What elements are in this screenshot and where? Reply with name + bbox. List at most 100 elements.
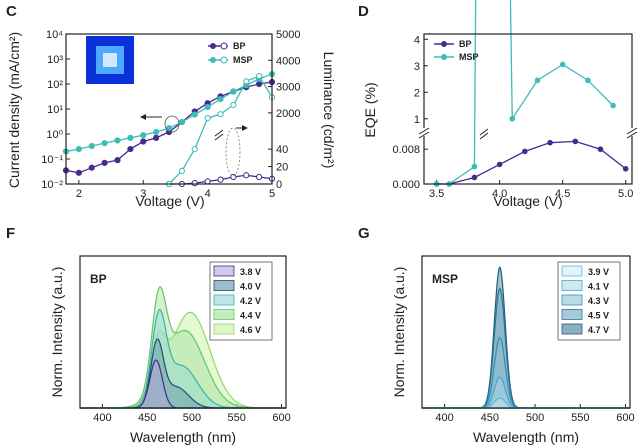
inset-photo-center bbox=[103, 53, 117, 67]
point-bp-current bbox=[114, 157, 121, 164]
y-tick-label-d: 0.008 bbox=[392, 144, 420, 156]
point-msp-luminance bbox=[230, 101, 237, 109]
point-eqe-bp bbox=[471, 174, 478, 181]
y-tick-right-label-c: 40 bbox=[276, 144, 288, 156]
plot-frame-c bbox=[65, 33, 273, 185]
legend-c: BP MSP bbox=[208, 41, 253, 65]
point-eqe-msp bbox=[534, 77, 541, 84]
xlabel-f: Wavelength (nm) bbox=[130, 429, 236, 445]
legend-swatch bbox=[213, 309, 235, 320]
y-tick-left-label-c: 10³ bbox=[47, 54, 63, 66]
series-line-eqe-msp bbox=[436, 0, 614, 185]
ylabel-right-c: Luminance (cd/m²) bbox=[321, 52, 337, 169]
point-eqe-bp bbox=[522, 148, 528, 155]
sample-label-bp: BP bbox=[90, 272, 107, 286]
x-tick-label-c: 4 bbox=[205, 188, 211, 200]
x-tick-label-d: 5.0 bbox=[618, 188, 633, 200]
point-msp-current bbox=[140, 132, 147, 139]
y-tick-left-label-c: 10² bbox=[47, 79, 63, 91]
x-tick-label-c: 5 bbox=[269, 188, 275, 200]
point-msp-luminance bbox=[191, 145, 198, 153]
legend-marker-msp-open bbox=[220, 56, 228, 64]
x-tick-label-g: 450 bbox=[481, 412, 499, 424]
point-eqe-bp bbox=[622, 165, 629, 172]
legend-label: 4.7 V bbox=[588, 325, 609, 335]
point-msp-luminance bbox=[217, 111, 224, 118]
xlabel-c: Voltage (V) bbox=[135, 193, 204, 209]
spectrum-4.3v bbox=[422, 336, 630, 409]
legend-swatch bbox=[561, 294, 583, 306]
sample-label-msp: MSP bbox=[432, 272, 458, 286]
series-line-msp-current bbox=[65, 73, 273, 153]
y-tick-left-label-c: 10⁴ bbox=[46, 29, 63, 41]
legend-label-msp-d: MSP bbox=[459, 52, 479, 62]
point-eqe-msp bbox=[559, 61, 566, 68]
legend-label: 4.3 V bbox=[588, 296, 609, 306]
point-bp-current bbox=[75, 169, 82, 176]
legend-swatch bbox=[213, 294, 235, 306]
legend-marker-msp-d bbox=[441, 54, 447, 60]
x-tick-label-f: 450 bbox=[138, 412, 156, 424]
arrow-left-head bbox=[140, 114, 146, 120]
y-tick-left-label-c: 10⁻² bbox=[41, 179, 63, 191]
legend-label: 4.4 V bbox=[240, 311, 261, 321]
legend-label-bp-d: BP bbox=[459, 39, 472, 49]
legend-f: 3.8 V 4.0 V 4.2 V 4.4 V 4.6 V bbox=[213, 265, 261, 335]
series-line-msp-luminance bbox=[168, 75, 273, 185]
y-tick-label-d: 4 bbox=[414, 34, 420, 46]
legend-swatch bbox=[561, 280, 583, 291]
x-tick-label-f: 500 bbox=[183, 412, 201, 424]
point-msp-current bbox=[75, 145, 82, 153]
y-tick-left-label-c: 10⁻¹ bbox=[41, 154, 63, 166]
legend-label: 4.2 V bbox=[240, 296, 261, 306]
panel-label-f: F bbox=[6, 225, 15, 242]
ylabel-d: EQE (%) bbox=[362, 82, 378, 137]
ylabel-g: Norm. Intensity (a.u.) bbox=[391, 267, 407, 398]
point-eqe-bp bbox=[597, 146, 604, 153]
point-eqe-msp bbox=[471, 163, 478, 170]
legend-label: 4.0 V bbox=[240, 282, 261, 292]
series-line-eqe-bp bbox=[436, 140, 627, 185]
y-tick-left-label-c: 10⁰ bbox=[46, 129, 63, 141]
plot-frame-f bbox=[79, 255, 287, 409]
y-tick-right-label-c: 2000 bbox=[276, 108, 300, 120]
point-eqe-msp bbox=[509, 115, 516, 122]
point-bp-current bbox=[127, 145, 134, 153]
ylabel-f: Norm. Intensity (a.u.) bbox=[49, 267, 65, 398]
point-msp-current bbox=[230, 88, 237, 95]
legend-marker-bp-filled bbox=[210, 43, 216, 49]
point-msp-luminance bbox=[204, 115, 211, 122]
point-bp-current bbox=[88, 164, 95, 171]
point-eqe-bp bbox=[496, 161, 503, 168]
axis-break-c bbox=[214, 129, 224, 141]
point-bp-current bbox=[153, 134, 160, 141]
x-tick-label-g: 600 bbox=[616, 412, 634, 424]
point-msp-luminance bbox=[178, 167, 185, 175]
x-tick-label-g: 400 bbox=[435, 412, 453, 424]
point-bp-luminance bbox=[243, 172, 250, 179]
y-tick-right-label-c: 3000 bbox=[276, 82, 300, 94]
legend-g: 3.9 V 4.1 V 4.3 V 4.5 V 4.7 V bbox=[561, 265, 609, 335]
panel-label-d: D bbox=[358, 3, 369, 20]
panel-c: C 2 3 4 510⁻²10⁻¹10⁰10¹10²10³10⁴20003000400… bbox=[6, 3, 337, 209]
point-bp-luminance bbox=[204, 178, 211, 185]
point-bp-current bbox=[256, 80, 263, 88]
panel-d: D 3.5 4.0 4.5 5.0 1 2 3 4 0.000 0.008 Voltage (V)… bbox=[358, 0, 638, 209]
y-tick-right-label-c: 4000 bbox=[276, 55, 300, 67]
legend-label-bp-c: BP bbox=[233, 41, 246, 51]
point-bp-current bbox=[140, 138, 147, 145]
xlabel-d: Voltage (V) bbox=[493, 193, 562, 209]
x-tick-label-f: 550 bbox=[228, 412, 246, 424]
legend-label: 4.6 V bbox=[240, 325, 261, 335]
point-msp-current bbox=[88, 142, 95, 150]
legend-swatch bbox=[213, 323, 235, 335]
point-bp-current bbox=[101, 159, 108, 166]
legend-label: 3.9 V bbox=[588, 267, 609, 277]
point-msp-current bbox=[101, 140, 108, 147]
annotation-ellipse-luminance bbox=[225, 127, 241, 177]
panel-label-g: G bbox=[358, 225, 370, 242]
panel-g: G 400 450 500 550 600 MSP 3.9 V 4.1 V 4.3 V 4.5… bbox=[358, 225, 635, 445]
x-tick-label-g: 500 bbox=[526, 412, 544, 424]
point-bp-luminance bbox=[256, 173, 263, 181]
arrow-right-head bbox=[242, 125, 248, 131]
